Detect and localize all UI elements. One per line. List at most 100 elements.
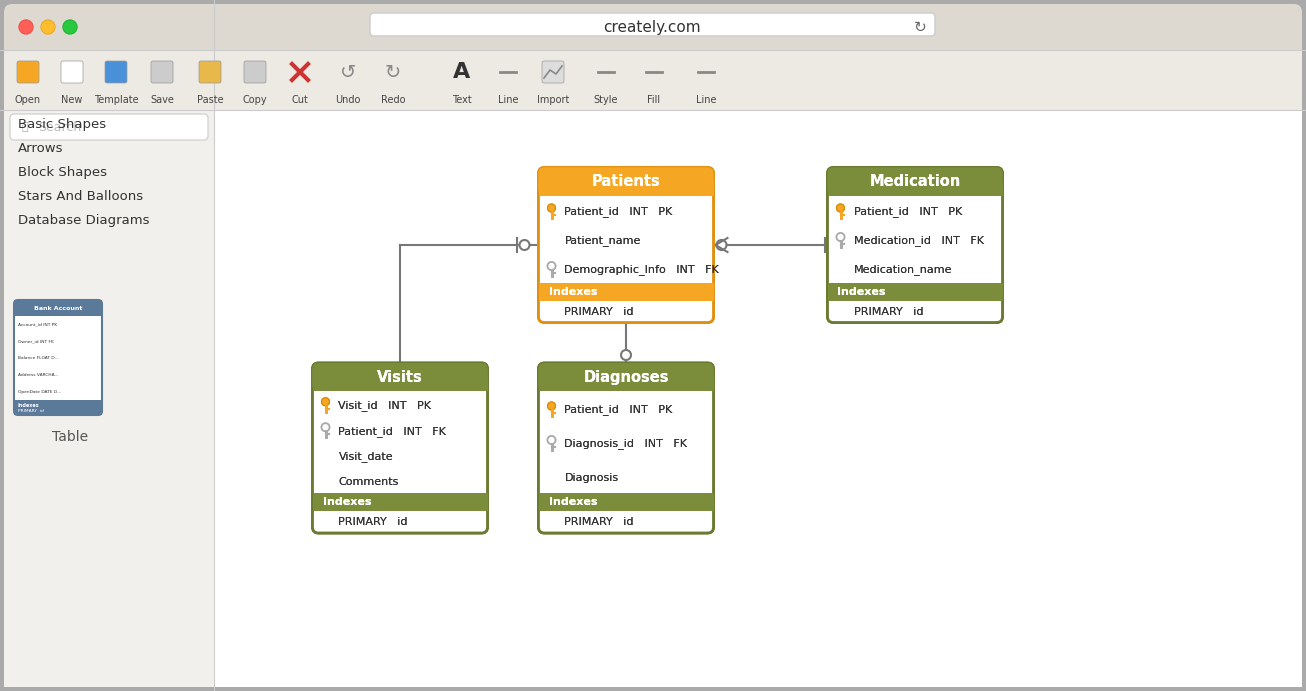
Text: PRIMARY   id: PRIMARY id	[564, 517, 633, 527]
Circle shape	[20, 20, 33, 34]
Circle shape	[837, 204, 845, 212]
Text: PRIMARY   id: PRIMARY id	[564, 307, 633, 316]
Circle shape	[40, 20, 55, 34]
Text: Visit_id   INT   PK: Visit_id INT PK	[338, 400, 431, 411]
Bar	[312, 493, 487, 511]
FancyBboxPatch shape	[828, 167, 1003, 196]
Text: Patient_id   INT   FK: Patient_id INT FK	[338, 426, 447, 437]
Text: PRIMARY   id: PRIMARY id	[854, 307, 923, 316]
Bar	[214, 110, 1302, 687]
Text: Text: Text	[452, 95, 471, 105]
FancyBboxPatch shape	[61, 61, 84, 83]
Text: Diagnosis_id   INT   FK: Diagnosis_id INT FK	[564, 439, 687, 449]
Text: PRIMARY   id: PRIMARY id	[338, 517, 407, 527]
Text: Cut: Cut	[291, 95, 308, 105]
Text: Patient_name: Patient_name	[564, 236, 641, 247]
Bar	[538, 377, 713, 391]
Bar	[828, 283, 1003, 301]
Text: 🔍: 🔍	[22, 122, 29, 132]
Text: Indexes: Indexes	[323, 497, 371, 507]
Bar	[14, 300, 102, 316]
Text: Table: Table	[52, 430, 88, 444]
Text: Diagnoses: Diagnoses	[584, 370, 669, 384]
Text: Indexes: Indexes	[837, 287, 885, 296]
Bar	[828, 182, 1003, 196]
Text: Comments: Comments	[338, 477, 398, 487]
Text: PRIMARY   id: PRIMARY id	[564, 517, 633, 527]
Text: Redo: Redo	[381, 95, 405, 105]
Text: Open: Open	[14, 95, 40, 105]
Text: Patient_id   INT   FK: Patient_id INT FK	[338, 426, 447, 437]
Circle shape	[321, 424, 329, 431]
Text: Patient_id   INT   PK: Patient_id INT PK	[564, 404, 673, 415]
FancyBboxPatch shape	[538, 363, 713, 391]
Text: Medication_name: Medication_name	[854, 265, 952, 276]
Text: Owner_id INT FK: Owner_id INT FK	[18, 339, 54, 343]
Text: Line: Line	[498, 95, 518, 105]
Bar	[4, 50, 1302, 110]
Text: Indexes: Indexes	[549, 497, 597, 507]
Text: Patient_id   INT   PK: Patient_id INT PK	[854, 207, 961, 218]
Text: Patient_id   INT   PK: Patient_id INT PK	[564, 207, 673, 218]
Text: Basic Shapes: Basic Shapes	[18, 117, 106, 131]
Text: Patient_name: Patient_name	[564, 236, 641, 247]
Circle shape	[547, 436, 555, 444]
Text: Block Shapes: Block Shapes	[18, 166, 107, 178]
Text: creately.com: creately.com	[603, 19, 701, 35]
FancyBboxPatch shape	[104, 61, 127, 83]
Circle shape	[547, 204, 555, 212]
Text: Indexes: Indexes	[549, 287, 597, 296]
Text: Medication: Medication	[870, 174, 961, 189]
Circle shape	[547, 204, 555, 212]
Text: Account_id INT PK: Account_id INT PK	[18, 323, 57, 326]
Bar	[538, 493, 713, 511]
FancyBboxPatch shape	[538, 363, 713, 391]
Text: Arrows: Arrows	[18, 142, 64, 155]
Bar	[312, 377, 487, 391]
Text: PRIMARY   id: PRIMARY id	[854, 307, 923, 316]
Text: Fill: Fill	[648, 95, 661, 105]
FancyBboxPatch shape	[151, 61, 172, 83]
FancyBboxPatch shape	[17, 61, 39, 83]
Text: Medication_name: Medication_name	[854, 265, 952, 276]
FancyBboxPatch shape	[14, 300, 102, 316]
Text: Medication_id   INT   FK: Medication_id INT FK	[854, 236, 983, 247]
Text: Visit_date: Visit_date	[338, 451, 393, 462]
Bar	[828, 283, 1003, 301]
Text: Patients: Patients	[592, 174, 661, 189]
FancyBboxPatch shape	[542, 61, 564, 83]
Text: Address VARCHA...: Address VARCHA...	[18, 373, 59, 377]
Text: Diagnosis: Diagnosis	[564, 473, 619, 483]
Circle shape	[321, 424, 329, 431]
FancyBboxPatch shape	[828, 167, 1003, 323]
Bar	[538, 283, 713, 301]
Text: Visit_date: Visit_date	[338, 451, 393, 462]
FancyBboxPatch shape	[312, 363, 487, 391]
Bar	[4, 28, 1302, 50]
FancyBboxPatch shape	[4, 4, 1302, 50]
Text: Balance FLOAT D...: Balance FLOAT D...	[18, 356, 59, 360]
Text: PRIMARY   id: PRIMARY id	[338, 517, 407, 527]
Text: Patient_id   INT   PK: Patient_id INT PK	[564, 207, 673, 218]
Text: Stars And Balloons: Stars And Balloons	[18, 189, 144, 202]
Bar	[538, 493, 713, 511]
FancyBboxPatch shape	[538, 167, 713, 196]
Text: Comments: Comments	[338, 477, 398, 487]
Text: Paste: Paste	[197, 95, 223, 105]
Circle shape	[837, 233, 845, 241]
Text: Diagnosis_id   INT   FK: Diagnosis_id INT FK	[564, 439, 687, 449]
FancyBboxPatch shape	[828, 167, 1003, 323]
Circle shape	[547, 436, 555, 444]
Text: PRIMARY  id: PRIMARY id	[18, 409, 44, 413]
FancyBboxPatch shape	[312, 363, 487, 533]
Bar	[312, 493, 487, 511]
Bar	[828, 182, 1003, 196]
Text: Demographic_Info   INT   FK: Demographic_Info INT FK	[564, 265, 720, 276]
Text: Indexes: Indexes	[549, 287, 597, 296]
Text: Database Diagrams: Database Diagrams	[18, 214, 149, 227]
Text: ↻: ↻	[385, 62, 401, 82]
Text: New: New	[61, 95, 82, 105]
FancyBboxPatch shape	[4, 4, 1302, 687]
Text: Indexes: Indexes	[18, 403, 39, 408]
Bar	[538, 377, 713, 391]
